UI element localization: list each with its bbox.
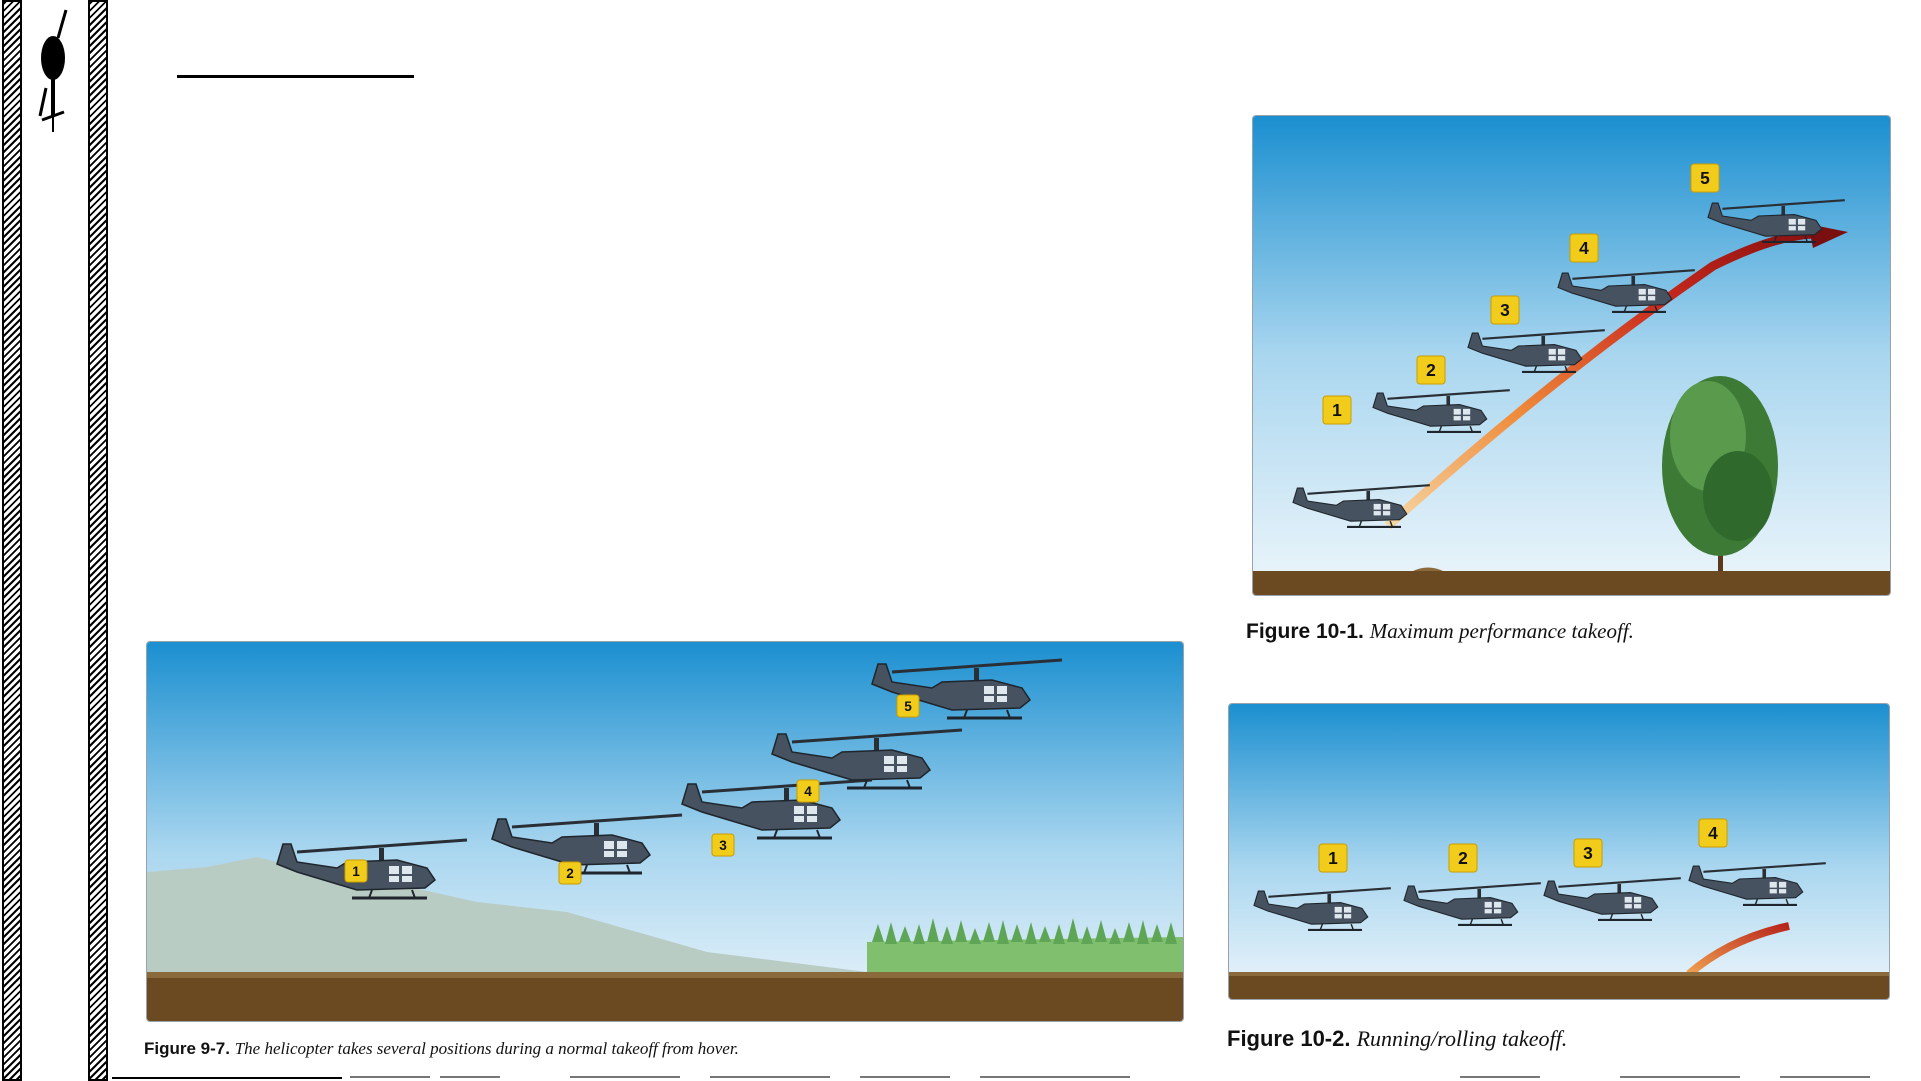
fig97-marker-2-label: 2 [566, 866, 574, 881]
fig97-marker-1-label: 1 [352, 864, 360, 879]
fig101-marker-2-label: 2 [1426, 360, 1436, 380]
fig102-marker-1: 1 [1318, 843, 1348, 873]
title-underline [177, 75, 414, 78]
fig101-helicopter-1 [1292, 484, 1430, 528]
fig97-marker-1: 1 [344, 859, 368, 883]
fig102-marker-4-label: 4 [1708, 823, 1718, 843]
fig102-marker-2: 2 [1448, 843, 1478, 873]
fig101-marker-3: 3 [1490, 295, 1520, 325]
fig101-helicopter-4 [1557, 269, 1695, 313]
fig101-marker-3-label: 3 [1500, 300, 1510, 320]
fig101-marker-4: 4 [1569, 233, 1599, 263]
fig102-marker-1-label: 1 [1328, 848, 1338, 868]
bottom-rule [112, 1077, 342, 1079]
figure-10-2-label: Figure 10-2. [1227, 1026, 1351, 1051]
figure-10-1-caption-text: Maximum performance takeoff. [1369, 619, 1634, 643]
fig101-marker-2: 2 [1416, 355, 1446, 385]
fig97-marker-4-label: 4 [804, 784, 812, 799]
figure-10-1-label: Figure 10-1. [1246, 620, 1364, 643]
fig101-marker-4-label: 4 [1579, 238, 1589, 258]
fig97-marker-4: 4 [796, 779, 820, 803]
fig97-helicopter-3 [681, 778, 873, 840]
figure-10-1-caption: Figure 10-1. Maximum performance takeoff… [1246, 619, 1634, 644]
fig97-marker-2: 2 [558, 861, 582, 885]
fig97-helicopter-5 [871, 658, 1063, 720]
fig97-marker-5-label: 5 [904, 699, 912, 714]
fig97-helicopter-4 [771, 728, 963, 790]
helicopter-icon [38, 9, 68, 132]
figure-9-7-image: 1 2 3 4 5 [146, 641, 1184, 1022]
figure-10-1-image: 1 2 3 4 5 [1252, 115, 1891, 596]
figure-10-2-image: 1 2 3 4 [1228, 703, 1890, 1000]
fig102-helicopter-3 [1543, 877, 1681, 921]
fig102-helicopter-2 [1403, 882, 1541, 926]
fig102-helicopter-4 [1688, 862, 1826, 906]
figure-10-2-caption: Figure 10-2. Running/rolling takeoff. [1227, 1026, 1567, 1052]
fig101-marker-5: 5 [1690, 163, 1720, 193]
figure-10-2-caption-text: Running/rolling takeoff. [1356, 1026, 1568, 1051]
fig101-marker-5-label: 5 [1700, 168, 1710, 188]
figure-9-7-caption: Figure 9-7. The helicopter takes several… [144, 1039, 739, 1059]
fig97-marker-3-label: 3 [719, 838, 727, 853]
fig101-marker-1: 1 [1322, 395, 1352, 425]
fig102-marker-2-label: 2 [1458, 848, 1468, 868]
fig102-marker-3-label: 3 [1583, 843, 1593, 863]
fig101-helicopter-3 [1467, 329, 1605, 373]
fig101-helicopter-2 [1372, 389, 1510, 433]
right-border-stripe [88, 0, 108, 1081]
cropped-text-line [340, 1074, 1900, 1080]
fig97-marker-3: 3 [711, 833, 735, 857]
fig101-helicopter-5 [1707, 199, 1845, 243]
fig97-marker-5: 5 [896, 694, 920, 718]
fig102-marker-4: 4 [1698, 818, 1728, 848]
fig97-helicopter-2 [491, 813, 683, 875]
fig102-marker-3: 3 [1573, 838, 1603, 868]
left-border-stripe [2, 0, 22, 1081]
figure-9-7-caption-text: The helicopter takes several positions d… [234, 1039, 739, 1058]
fig102-helicopter-1 [1253, 887, 1391, 931]
figure-9-7-label: Figure 9-7. [144, 1039, 230, 1058]
fig101-marker-1-label: 1 [1332, 400, 1342, 420]
